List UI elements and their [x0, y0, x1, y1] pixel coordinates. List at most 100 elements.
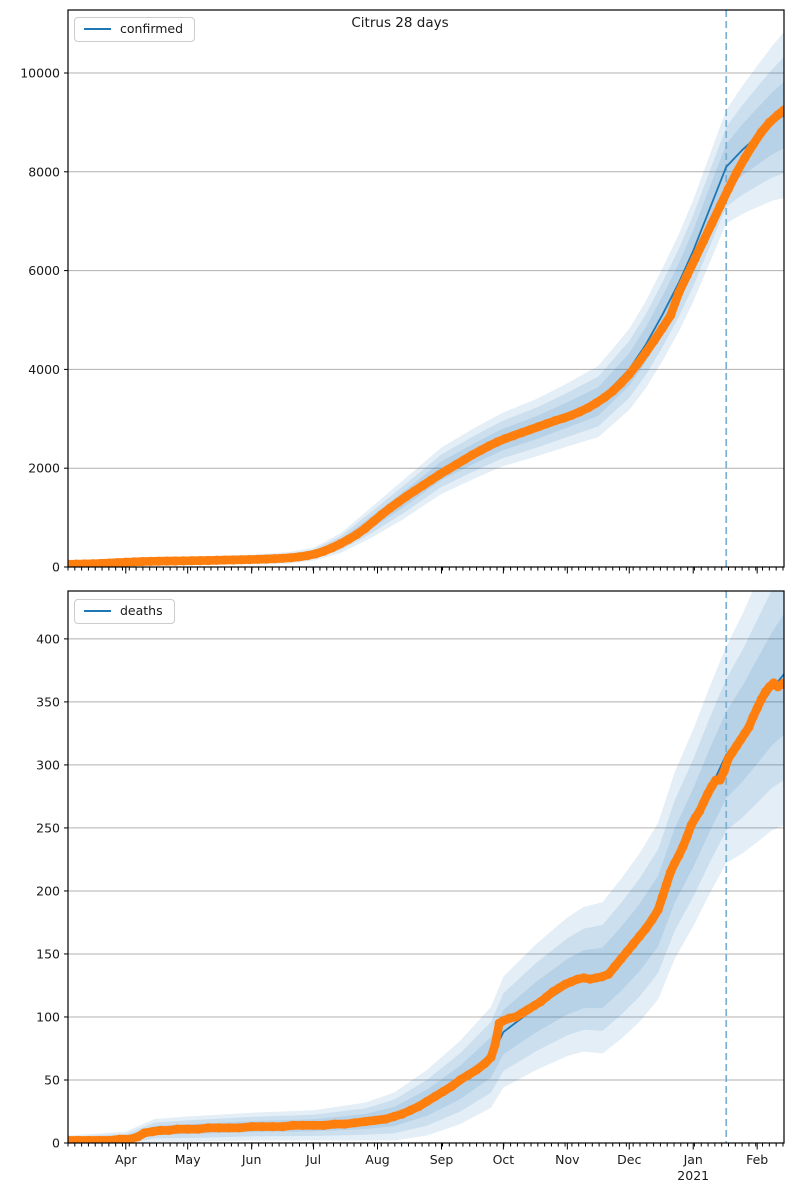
observed-dot — [327, 543, 337, 553]
observed-dot — [542, 992, 552, 1002]
observed-dot — [665, 867, 676, 877]
y-tick-label: 100 — [36, 1009, 60, 1024]
observed-dot — [608, 386, 618, 396]
observed-dot — [137, 556, 147, 567]
deaths-legend-label: deaths — [120, 603, 163, 618]
x-tick-label: Dec — [617, 1152, 641, 1167]
observed-dot — [467, 450, 478, 460]
observed-dot — [550, 416, 560, 426]
observed-dot — [381, 1114, 391, 1124]
observed-dot — [360, 1116, 370, 1127]
observed-dot — [486, 1052, 496, 1062]
observed-dot — [311, 549, 321, 559]
y-tick-label: 250 — [36, 820, 60, 835]
observed-dot — [426, 475, 436, 485]
observed-dot — [558, 413, 568, 423]
confirmed-legend-label: confirmed — [120, 21, 184, 36]
observed-dot — [653, 905, 663, 915]
observed-dot — [405, 1105, 416, 1115]
observed-dot — [104, 1135, 114, 1143]
observed-dot — [370, 1115, 381, 1125]
observed-dot — [490, 1040, 500, 1050]
observed-dot — [228, 555, 238, 565]
observed-dot — [719, 766, 729, 776]
observed-dot — [125, 1134, 135, 1143]
observed-dot — [247, 1122, 257, 1132]
y-tick-label: 350 — [36, 694, 60, 709]
confidence-band — [68, 591, 784, 1143]
observed-dot — [632, 359, 643, 369]
observed-dot — [220, 555, 230, 565]
observed-dot — [542, 419, 552, 429]
observed-dot — [500, 433, 511, 444]
observed-dot — [211, 555, 222, 565]
observed-dot — [779, 678, 784, 688]
observed-dot — [476, 445, 486, 456]
observed-dot — [352, 529, 362, 539]
observed-dot — [624, 369, 634, 379]
observed-dot — [319, 1120, 329, 1130]
confirmed-legend-line-icon — [84, 28, 111, 31]
observed-dot — [616, 378, 626, 388]
observed-dot — [657, 323, 667, 333]
observed-dot — [112, 558, 123, 567]
x-tick-label: Oct — [493, 1152, 515, 1167]
observed-dot — [94, 1135, 104, 1143]
observed-dot — [129, 557, 139, 567]
observed-dot — [154, 556, 164, 566]
observed-dot — [344, 534, 354, 544]
x-tick-label: Aug — [365, 1152, 389, 1167]
observed-dot — [114, 1134, 125, 1143]
observed-dot — [104, 558, 114, 567]
observed-dot — [302, 551, 312, 561]
y-tick-label: 2000 — [28, 461, 60, 476]
observed-dot — [68, 559, 73, 567]
y-tick-label: 8000 — [28, 164, 60, 179]
confidence-band — [68, 591, 784, 1143]
observed-dot — [575, 407, 585, 417]
observed-dot — [277, 553, 288, 563]
x-year-label: 2021 — [677, 1168, 709, 1183]
observed-dot — [422, 1096, 432, 1107]
observed-dot — [641, 924, 651, 934]
deaths-legend: deaths — [74, 599, 175, 624]
observed-dot — [715, 201, 725, 211]
observed-dot — [438, 1086, 449, 1096]
observed-dot — [183, 1124, 193, 1134]
deaths-chart: 0 50 100 150 200 250 300 350 400 Apr May Jun Jul Aug S… — [0, 580, 800, 1200]
observed-dot — [731, 168, 742, 178]
observed-dot — [707, 219, 717, 229]
observed-dot — [740, 153, 750, 163]
observed-dot — [88, 559, 98, 567]
observed-dot — [779, 105, 784, 115]
observed-dot — [244, 554, 255, 565]
observed-dot — [156, 1125, 166, 1135]
observed-dot — [459, 455, 469, 465]
observed-dot — [253, 554, 263, 564]
observed-dot — [616, 954, 626, 964]
observed-dot — [261, 554, 271, 564]
observed-dot — [73, 1135, 83, 1143]
y-tick-label: 150 — [36, 946, 60, 961]
observed-dot — [634, 931, 645, 941]
observed-dot — [368, 516, 378, 527]
observed-dot — [678, 842, 688, 852]
y-tick-label: 300 — [36, 757, 60, 772]
observed-dot — [195, 556, 205, 566]
observed-dot — [224, 1123, 234, 1133]
observed-dot — [269, 554, 279, 564]
observed-dot — [492, 437, 502, 447]
observed-dot — [96, 558, 106, 567]
observed-dot — [319, 546, 329, 556]
observed-dot — [350, 1118, 360, 1128]
observed-dot — [682, 270, 692, 281]
observed-dot — [79, 559, 90, 567]
observed-dot — [418, 480, 428, 491]
observed-dot — [703, 789, 713, 799]
y-tick-label: 4000 — [28, 362, 60, 377]
confirmed-plot-canvas: 0 2000 4000 6000 8000 10000 — [20, 9, 785, 575]
observed-dot — [628, 939, 638, 949]
observed-dot — [203, 1123, 213, 1133]
observed-dot — [203, 555, 213, 566]
